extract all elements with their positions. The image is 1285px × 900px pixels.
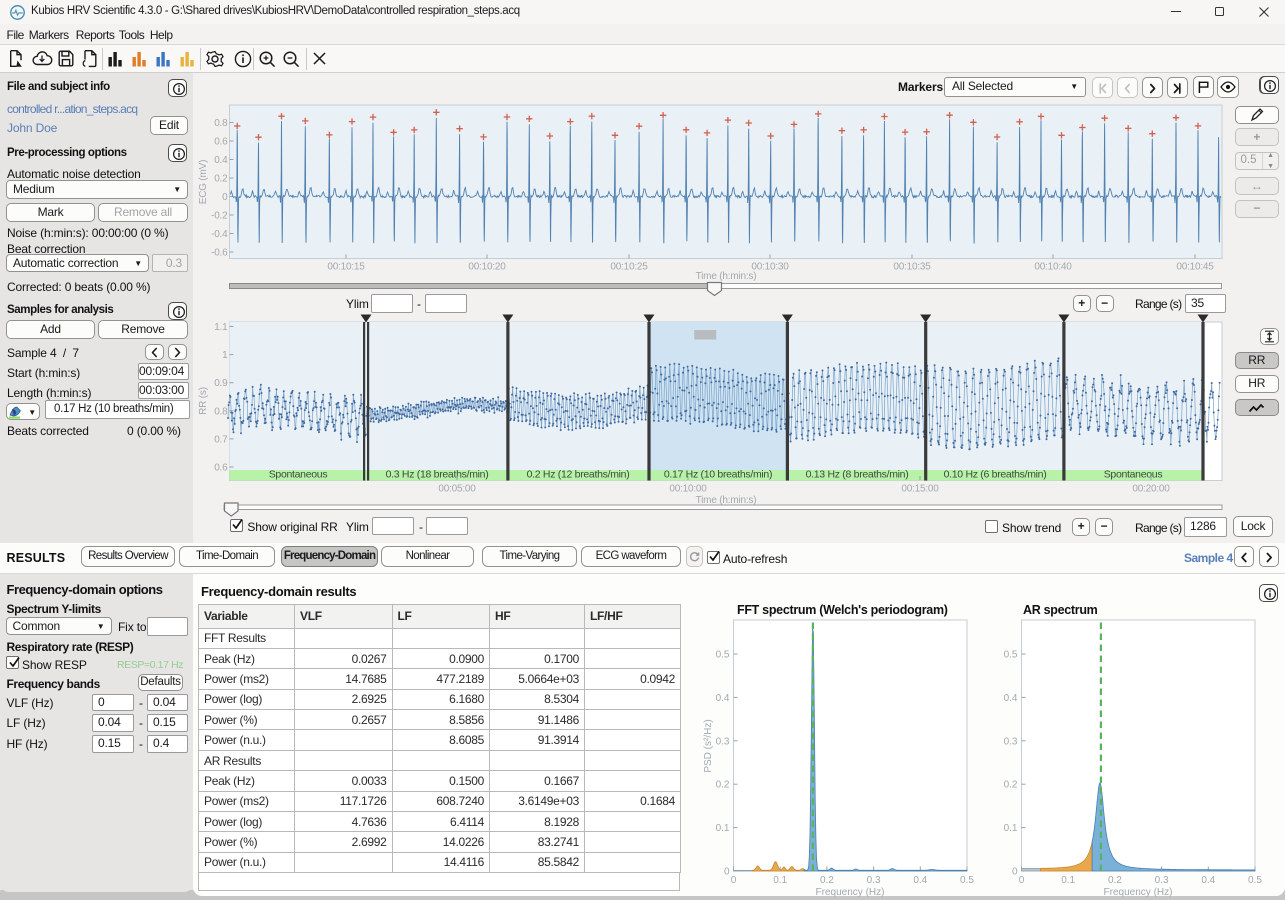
svg-text:0: 0 — [1019, 875, 1025, 886]
svg-text:0.4: 0.4 — [214, 155, 228, 166]
svg-text:0.4: 0.4 — [913, 875, 927, 886]
svg-text:Spontaneous: Spontaneous — [1104, 469, 1163, 481]
svg-text:Spontaneous: Spontaneous — [269, 469, 328, 481]
svg-text:00:10:30: 00:10:30 — [751, 262, 789, 273]
svg-text:0.4: 0.4 — [1201, 875, 1215, 886]
svg-text:0.2: 0.2 — [214, 174, 228, 185]
svg-text:00:05:00: 00:05:00 — [438, 484, 476, 495]
svg-text:0.5: 0.5 — [1004, 650, 1018, 661]
svg-text:Time (h:min:s): Time (h:min:s) — [696, 495, 757, 506]
svg-text:00:15:00: 00:15:00 — [901, 484, 939, 495]
svg-text:0.17 Hz (10 breaths/min): 0.17 Hz (10 breaths/min) — [664, 469, 772, 481]
svg-text:FFT spectrum (Welch's periodog: FFT spectrum (Welch's periodogram) — [737, 603, 948, 617]
svg-text:0.8: 0.8 — [214, 406, 228, 417]
svg-text:0: 0 — [724, 867, 730, 878]
svg-text:0: 0 — [222, 192, 228, 203]
svg-text:Frequency (Hz): Frequency (Hz) — [1104, 887, 1173, 898]
svg-text:0.6: 0.6 — [214, 137, 228, 148]
svg-text:0.5: 0.5 — [960, 875, 974, 886]
svg-text:00:10:15: 00:10:15 — [327, 262, 365, 273]
svg-text:0.6: 0.6 — [214, 463, 228, 474]
svg-text:0.7: 0.7 — [214, 434, 228, 445]
svg-text:00:10:20: 00:10:20 — [468, 262, 506, 273]
svg-text:-0.2: -0.2 — [211, 211, 228, 222]
svg-text:00:10:35: 00:10:35 — [893, 262, 931, 273]
svg-text:1: 1 — [222, 350, 228, 361]
svg-text:-0.6: -0.6 — [211, 248, 228, 259]
svg-text:0.3 Hz (18 breaths/min): 0.3 Hz (18 breaths/min) — [386, 469, 489, 481]
svg-text:-0.4: -0.4 — [211, 229, 228, 240]
svg-text:0.4: 0.4 — [716, 693, 730, 704]
svg-text:0.3: 0.3 — [716, 736, 730, 747]
svg-text:0.2: 0.2 — [1108, 875, 1122, 886]
svg-text:0: 0 — [1012, 867, 1018, 878]
svg-text:1.1: 1.1 — [214, 322, 228, 333]
svg-text:0.1: 0.1 — [1004, 823, 1018, 834]
svg-text:00:10:00: 00:10:00 — [669, 484, 707, 495]
svg-text:0.2 Hz (12 breaths/min): 0.2 Hz (12 breaths/min) — [527, 469, 630, 481]
svg-text:0: 0 — [731, 875, 737, 886]
svg-text:0.2: 0.2 — [820, 875, 834, 886]
svg-text:RR (s): RR (s) — [198, 387, 209, 415]
svg-text:0.5: 0.5 — [716, 650, 730, 661]
svg-text:0.3: 0.3 — [1155, 875, 1169, 886]
svg-text:00:10:25: 00:10:25 — [610, 262, 648, 273]
svg-text:0.3: 0.3 — [867, 875, 881, 886]
svg-text:0.5: 0.5 — [1248, 875, 1262, 886]
svg-text:0.4: 0.4 — [1004, 693, 1018, 704]
svg-text:00:20:00: 00:20:00 — [1132, 484, 1170, 495]
svg-text:0.13 Hz (8 breaths/min): 0.13 Hz (8 breaths/min) — [806, 469, 909, 481]
svg-text:PSD (s²/Hz): PSD (s²/Hz) — [703, 719, 714, 772]
svg-text:0.2: 0.2 — [716, 780, 730, 791]
svg-text:AR spectrum: AR spectrum — [1023, 603, 1098, 617]
svg-text:0.10 Hz (6 breaths/min): 0.10 Hz (6 breaths/min) — [944, 469, 1047, 481]
svg-text:Frequency (Hz): Frequency (Hz) — [816, 887, 885, 898]
svg-text:ECG (mV): ECG (mV) — [198, 160, 209, 205]
svg-text:0.1: 0.1 — [1061, 875, 1075, 886]
svg-text:0.8: 0.8 — [214, 118, 228, 129]
svg-text:00:10:40: 00:10:40 — [1034, 262, 1072, 273]
svg-text:00:10:45: 00:10:45 — [1176, 262, 1214, 273]
svg-text:0.3: 0.3 — [1004, 736, 1018, 747]
svg-text:Time (h:min:s): Time (h:min:s) — [696, 271, 757, 282]
svg-text:0.9: 0.9 — [214, 378, 228, 389]
svg-text:0.1: 0.1 — [716, 823, 730, 834]
svg-text:0.2: 0.2 — [1004, 780, 1018, 791]
svg-text:0.1: 0.1 — [773, 875, 787, 886]
